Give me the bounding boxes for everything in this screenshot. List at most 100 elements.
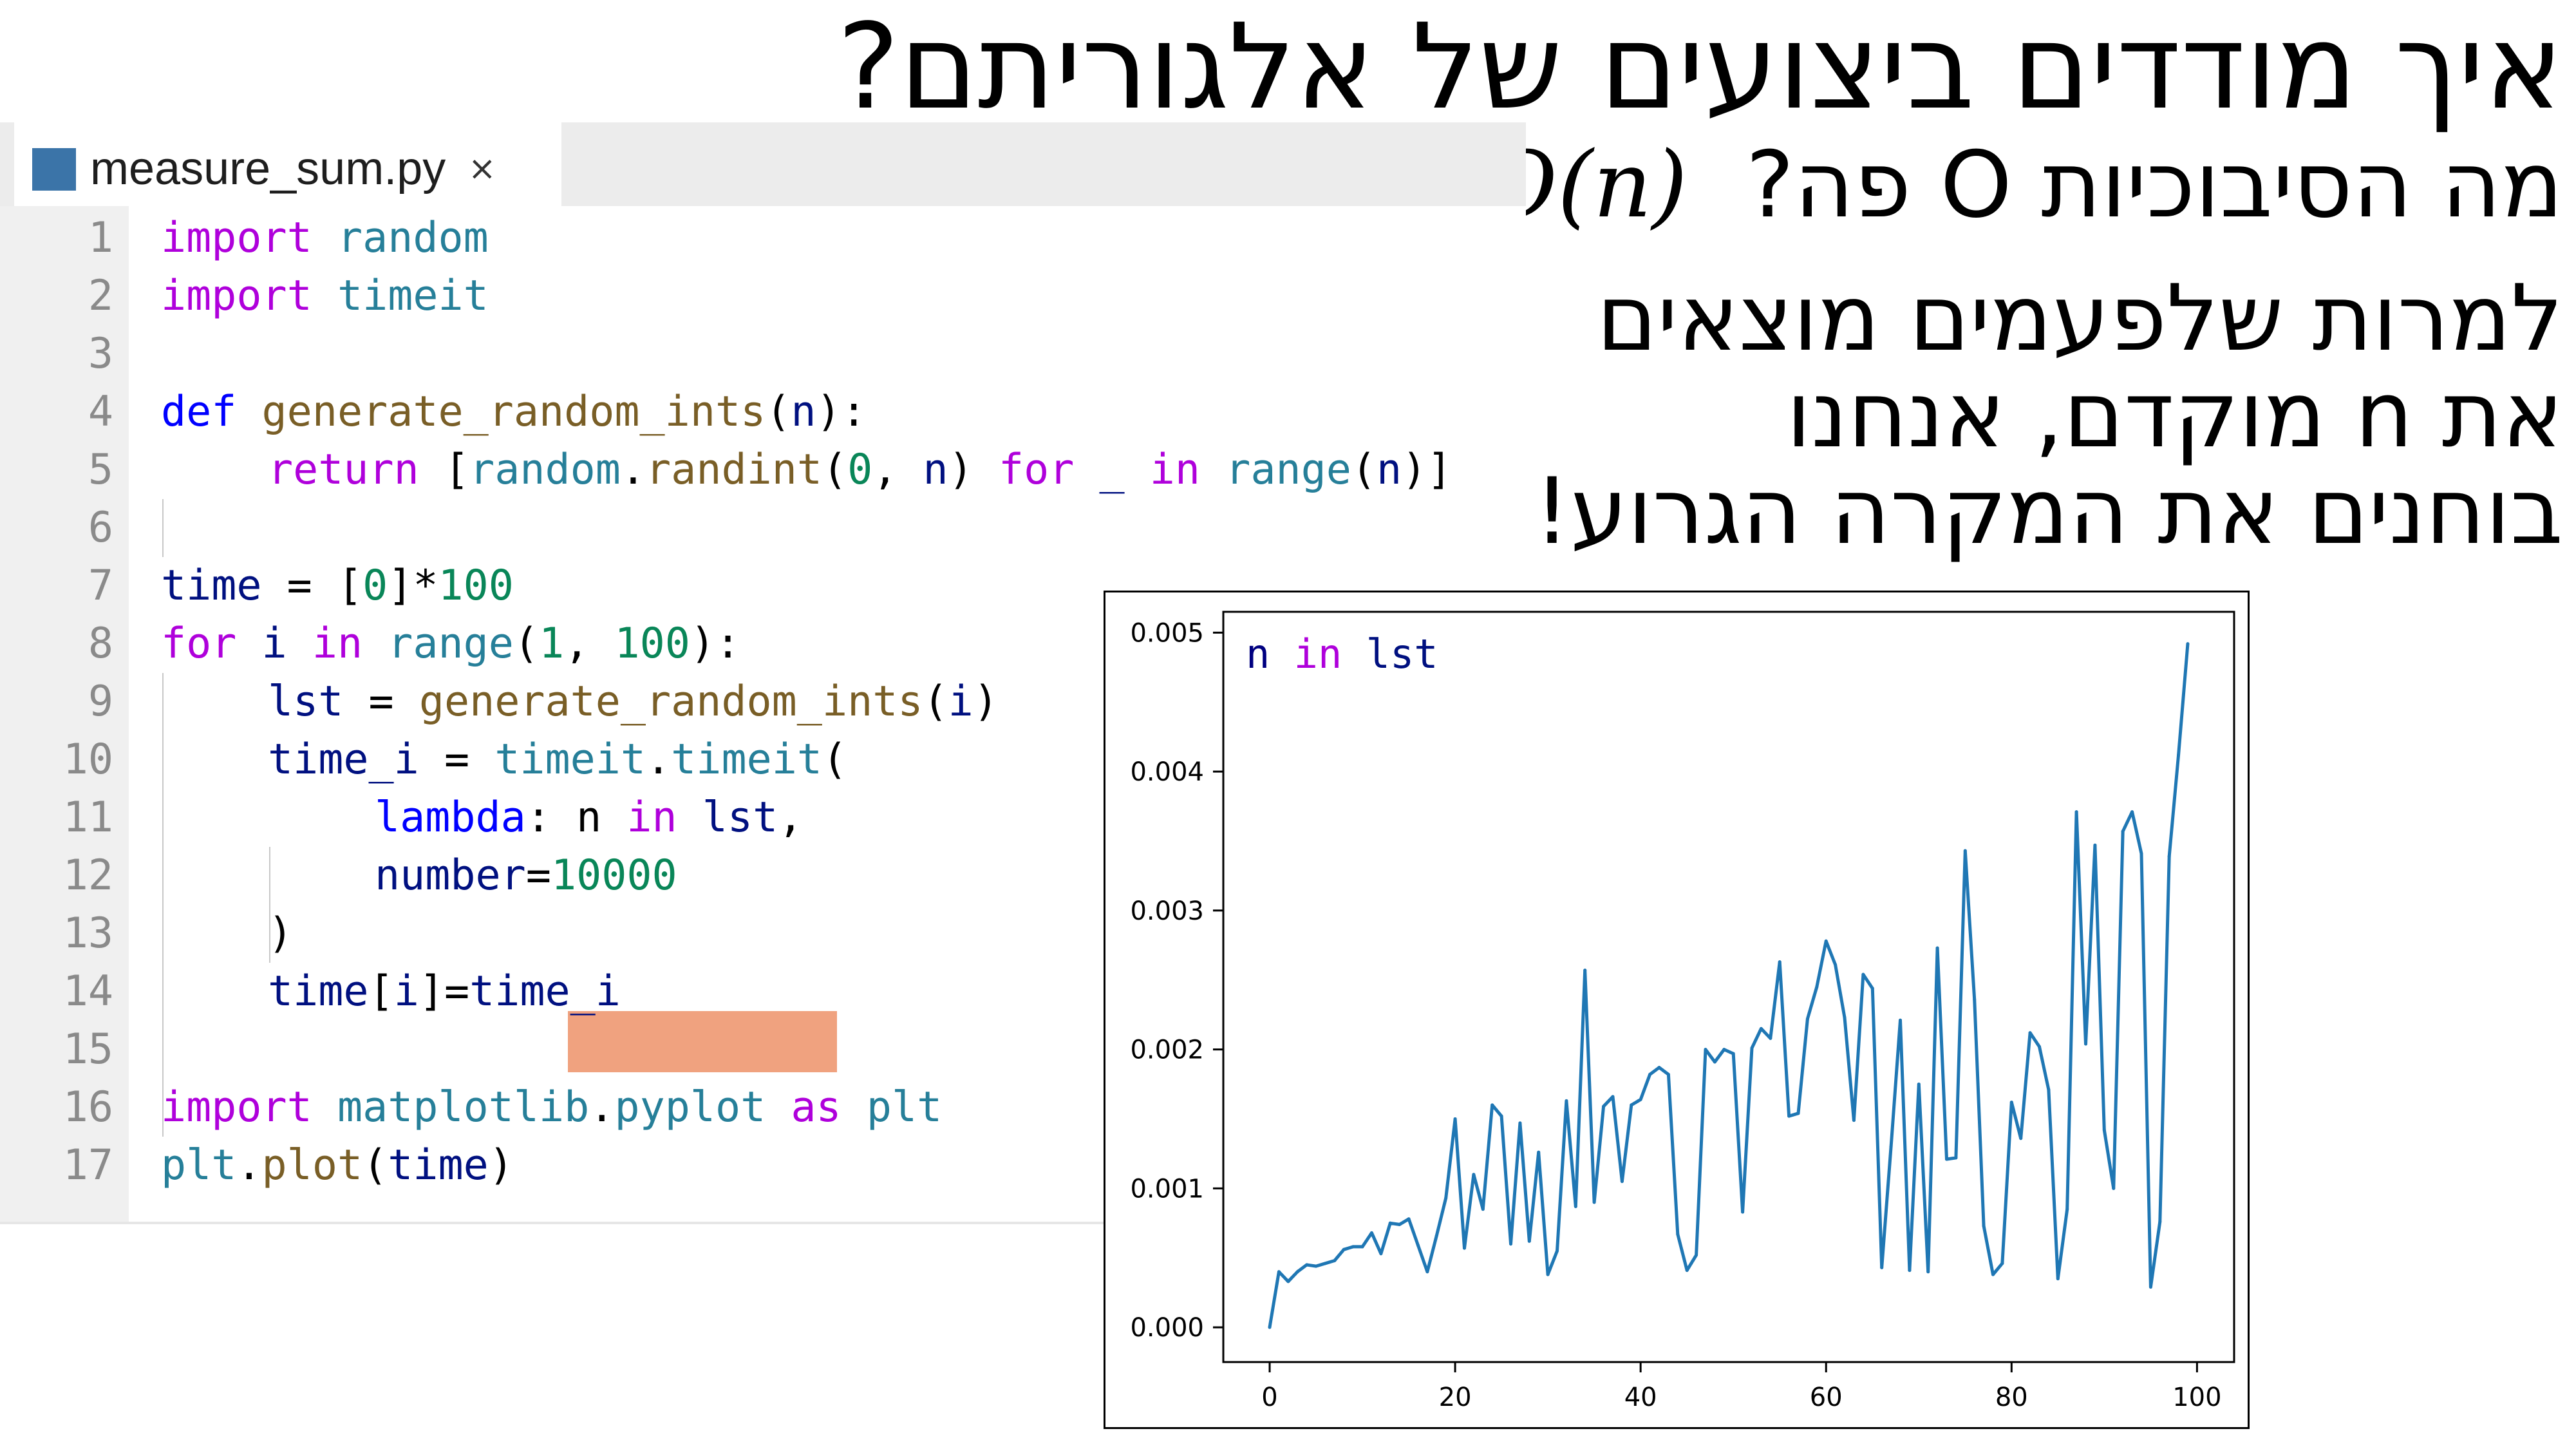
- subtitle-text: מה הסיבוכיות O פה?: [1745, 132, 2563, 238]
- data-point: [2038, 1045, 2042, 1048]
- data-point: [1805, 1017, 1809, 1021]
- data-point: [1565, 1099, 1568, 1103]
- data-point: [1908, 1269, 1912, 1273]
- data-point: [1416, 1244, 1420, 1247]
- code-line-8: for i in range(1, 100):: [161, 615, 740, 673]
- param: number: [375, 851, 526, 900]
- variable: time_i: [469, 967, 621, 1016]
- code-line-11: lambda: n in lst,: [375, 789, 803, 847]
- data-point: [1574, 1204, 1577, 1208]
- line-number: 6: [88, 504, 113, 552]
- punct: [: [368, 967, 394, 1016]
- data-point: [1434, 1234, 1438, 1238]
- data-point: [2167, 855, 2171, 858]
- punct: .: [589, 1083, 615, 1132]
- x-tick-label: 20: [1439, 1383, 1472, 1412]
- data-point: [1462, 1246, 1466, 1250]
- module-name: pyplot: [614, 1083, 766, 1132]
- code-line-7: time = [0]*100: [161, 557, 514, 615]
- data-point: [1268, 1325, 1272, 1329]
- x-tick-label: 0: [1261, 1383, 1277, 1412]
- data-point: [1685, 1269, 1689, 1273]
- worst-case-note: למרות שלפעמים מוצאים את n מוקדם, אנחנו ב…: [1534, 270, 2563, 560]
- line-number: 4: [88, 388, 113, 436]
- code-line-4: def generate_random_ints(n):: [161, 383, 867, 441]
- data-point: [2112, 1186, 2116, 1190]
- punct: (: [766, 388, 791, 436]
- data-point: [1583, 969, 1587, 972]
- data-point: [1843, 1016, 1847, 1019]
- x-tick-label: 80: [1995, 1383, 2028, 1412]
- return-keyword: return: [268, 446, 419, 494]
- builtin: range: [1225, 446, 1351, 494]
- data-point: [1824, 939, 1828, 943]
- code-line-16: import matplotlib.pyplot as plt: [161, 1079, 942, 1137]
- line-number-gutter: 1 2 3 4 5 6 7 8 9 10 11 12 13 14 15 16 1…: [0, 206, 129, 1224]
- data-point: [1926, 1270, 1930, 1274]
- number: 100: [438, 562, 514, 610]
- punct: ): [948, 446, 973, 494]
- punct: ,: [778, 793, 804, 842]
- data-point: [1769, 1036, 1772, 1040]
- data-point: [1741, 1210, 1745, 1214]
- variable: _: [1099, 446, 1125, 494]
- number: 1: [539, 620, 565, 668]
- data-point: [2130, 810, 2134, 814]
- variable: i: [393, 967, 419, 1016]
- line-number: 13: [62, 909, 113, 958]
- variable: lst: [268, 677, 344, 726]
- variable: time: [388, 1141, 489, 1189]
- data-point: [2028, 1031, 2032, 1035]
- punct: ): [973, 677, 999, 726]
- data-point: [1388, 1221, 1392, 1225]
- data-point: [1852, 1119, 1856, 1122]
- punct: ]*: [388, 562, 438, 610]
- variable: lst: [702, 793, 778, 842]
- data-point: [1834, 963, 1838, 967]
- data-point: [2177, 753, 2181, 757]
- punct: =: [525, 851, 551, 900]
- data-point: [1630, 1103, 1633, 1107]
- function-call: randint: [646, 446, 822, 494]
- punct: =: [418, 735, 495, 784]
- number: 10000: [550, 851, 677, 900]
- y-tick-label: 0.000: [1130, 1313, 1204, 1343]
- data-point: [2158, 1220, 2162, 1224]
- module-name: random: [469, 446, 621, 494]
- data-point: [1537, 1150, 1541, 1154]
- data-point: [1944, 1157, 1948, 1161]
- data-point: [1898, 1018, 1902, 1022]
- punct: .: [236, 1141, 262, 1189]
- data-point: [1527, 1239, 1531, 1243]
- variable: n: [1377, 446, 1402, 494]
- number: 100: [614, 620, 690, 668]
- data-point: [1351, 1245, 1355, 1249]
- editor-tab-bar: measure_sum.py ×: [0, 122, 1526, 206]
- data-point: [2009, 1101, 2013, 1104]
- number: 0: [362, 562, 388, 610]
- close-tab-icon[interactable]: ×: [468, 149, 496, 188]
- punct: [: [444, 446, 470, 494]
- note-line-3: בוחנים את המקרה הגרוע!: [1534, 459, 2563, 565]
- data-point: [1815, 985, 1819, 989]
- line-number: 12: [62, 851, 113, 900]
- code-area[interactable]: import random import timeit def generate…: [161, 206, 1526, 1224]
- punct: ): [268, 909, 294, 958]
- data-point: [1982, 1224, 1986, 1228]
- variable: time_i: [268, 735, 419, 784]
- data-point: [1286, 1280, 1290, 1283]
- punct: (: [362, 1141, 388, 1189]
- variable: time: [268, 967, 369, 1016]
- data-point: [1713, 1060, 1716, 1064]
- line-number: 2: [88, 272, 113, 320]
- data-point: [1305, 1263, 1309, 1267]
- variable: i: [261, 620, 287, 668]
- file-tab[interactable]: measure_sum.py ×: [14, 122, 561, 206]
- note-line-2: את n מוקדם, אנחנו: [1786, 362, 2563, 468]
- code-line-12: number=10000: [375, 847, 677, 905]
- series-line: [1268, 643, 2190, 1328]
- line-number: 11: [62, 793, 113, 842]
- builtin: range: [388, 620, 514, 668]
- line-chart: n in lst 0 20 40 60 80 100 0.000 0.001 0.002 0.00…: [1130, 611, 2235, 1412]
- data-point: [1963, 849, 1967, 853]
